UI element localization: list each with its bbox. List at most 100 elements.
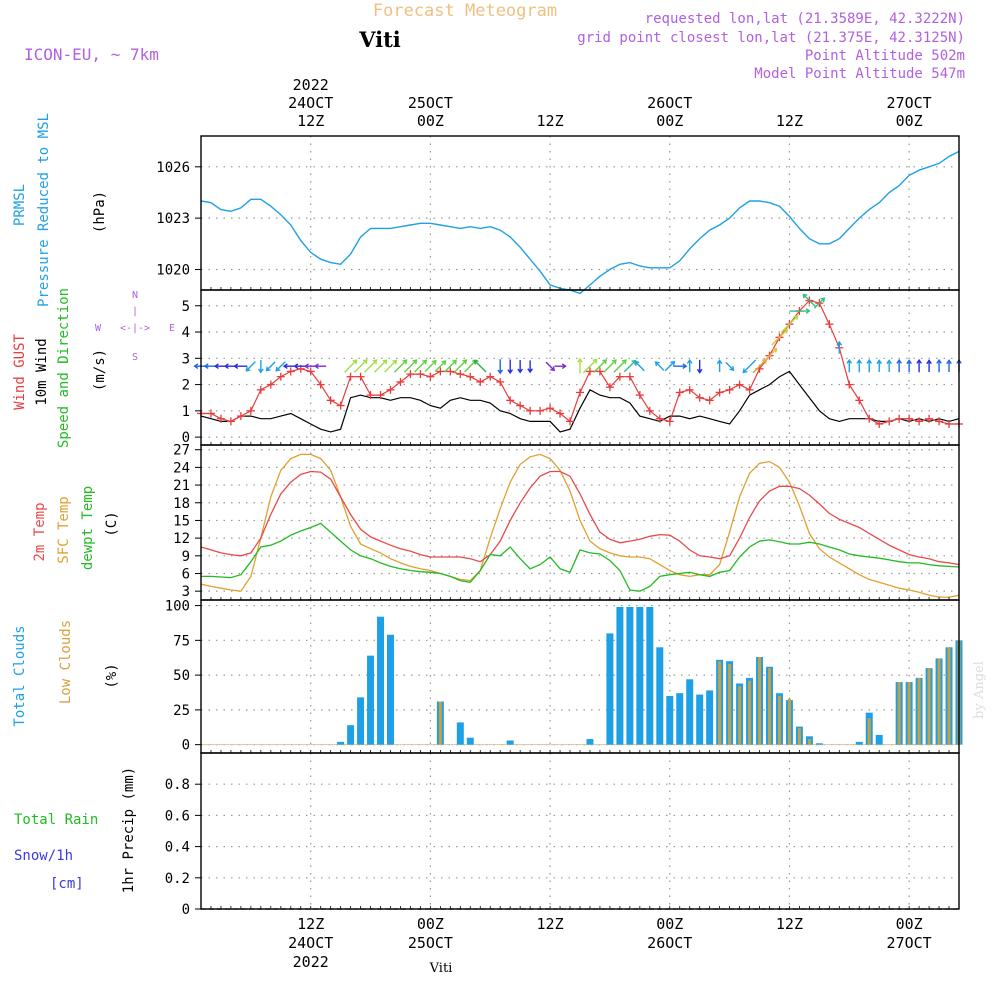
wind-arrow-icon	[517, 360, 523, 374]
pressure-label-long: Pressure Reduced to MSL	[36, 113, 52, 307]
gust-marker	[825, 320, 834, 329]
y-tick-label: 21	[173, 478, 190, 494]
wind-arrow-head	[507, 369, 514, 375]
gust-marker	[376, 391, 385, 400]
total-cloud-bar	[666, 695, 674, 745]
gust-marker	[595, 367, 604, 376]
total-cloud-bar	[466, 737, 474, 745]
compass-n: N	[132, 290, 138, 301]
gust-marker	[486, 372, 495, 381]
y-tick-label: 1	[182, 404, 190, 420]
total-cloud-bar	[696, 694, 704, 745]
wind-arrow-head	[716, 359, 723, 365]
gust-marker	[925, 414, 934, 423]
wind-arrow-icon	[344, 359, 358, 373]
top-time-label: 00Z	[896, 112, 923, 130]
gust-marker	[645, 406, 654, 415]
y-tick-label: 18	[173, 496, 190, 512]
wind-arrow-head	[802, 293, 808, 299]
wind-arrow-icon	[424, 359, 437, 373]
wind-arrow-head	[670, 360, 676, 366]
low-cloud-bar	[438, 701, 442, 745]
total-cloud-bar	[626, 606, 634, 745]
gust-marker	[855, 396, 864, 405]
wind-arrow-icon	[926, 359, 932, 372]
wind-arrow-shaft	[403, 359, 417, 373]
gust-marker	[416, 370, 425, 379]
low-cloud-bar	[807, 739, 811, 745]
wind-arrow-head	[793, 315, 799, 321]
wind-arrow-icon	[393, 359, 408, 373]
location-name: Viti	[358, 27, 401, 52]
gust-marker	[316, 380, 325, 389]
wind-arrow-head	[258, 368, 264, 374]
wind-arrow-head	[621, 359, 627, 365]
sfc-temp-series-line	[200, 453, 960, 598]
wind-arrow-head	[431, 359, 437, 365]
bottom-time-label: 12Z	[776, 915, 803, 933]
total-cloud-bar	[347, 725, 355, 745]
wind-arrow-icon	[374, 359, 388, 373]
gust-marker	[326, 396, 335, 405]
gust-marker	[845, 380, 854, 389]
wind-arrow-icon	[233, 363, 248, 370]
wind-arrow-head	[452, 359, 458, 365]
wind-arrow-icon	[771, 328, 789, 346]
bottom-time-label: 12Z	[537, 915, 564, 933]
point-altitude: Point Altitude 502m	[805, 48, 965, 64]
gust-marker	[576, 388, 584, 397]
wind10m-series-line	[200, 370, 960, 433]
wind-arrow-head	[422, 359, 428, 365]
wind-arrow-head	[592, 358, 598, 364]
gust-marker	[546, 404, 555, 413]
wind-arrow-icon	[582, 358, 598, 374]
wind-arrow-head	[876, 359, 883, 365]
gust-marker	[685, 385, 694, 394]
wind-arrow-icon	[742, 359, 757, 374]
wind-arrow-icon	[686, 358, 693, 373]
panels: 1020102310260123453691215182124270255075…	[156, 135, 963, 918]
total-cloud-bar	[706, 690, 714, 745]
gust-marker	[496, 377, 505, 386]
wind-arrow-shaft	[353, 359, 368, 373]
pressure-labels: PRMSL Pressure Reduced to MSL (hPa)	[12, 113, 108, 307]
gust-marker	[715, 388, 724, 397]
gust-marker	[206, 409, 215, 418]
wind-arrow-shaft	[603, 359, 617, 373]
wind-arrow-icon	[896, 358, 902, 373]
compass-rose: N W E S <-|-> |	[95, 290, 175, 363]
bottom-time-label: 27OCT	[887, 934, 932, 952]
wind-arrow-head	[352, 359, 358, 365]
wind-arrow-icon	[434, 360, 447, 372]
wind-arrow-head	[682, 363, 688, 370]
bottom-time-label: 12Z	[297, 915, 324, 933]
dewpt-label: dewpt Temp	[80, 486, 96, 570]
y-tick-label: 1020	[156, 262, 190, 278]
panel-precip: 0 0.2 0.4 0.6 0.8	[165, 753, 959, 918]
wind-arrow-head	[916, 358, 922, 364]
low-cloud-bar	[917, 677, 921, 745]
wind-arrow-head	[282, 363, 288, 370]
top-time-label: 26OCT	[647, 94, 692, 112]
wind-arrow-head	[634, 360, 640, 366]
gust-marker	[675, 388, 684, 397]
rain-label: Total Rain	[14, 812, 98, 828]
total-cloud-bar	[686, 679, 694, 745]
gust-marker	[875, 419, 884, 428]
pressure-series-line	[200, 150, 960, 295]
wind-arrow-head	[362, 359, 368, 365]
y-tick-label: 5	[182, 299, 190, 315]
wind-arrow-shaft	[424, 360, 437, 373]
y-tick-label: 50	[173, 668, 190, 684]
wind-arrow-head	[906, 359, 912, 365]
y-tick-label: 4	[182, 325, 190, 341]
wind-arrow-head	[783, 328, 789, 334]
gust-marker	[246, 406, 255, 415]
low-cloud-bar	[797, 727, 801, 745]
gust-marker	[406, 370, 415, 379]
precip-unit: 1hr Precip (mm)	[121, 767, 137, 893]
wind-arrow-icon	[886, 359, 893, 372]
wind-arrow-icon	[936, 358, 942, 373]
wind-arrow-icon	[577, 357, 583, 374]
wind-arrow-icon	[802, 293, 816, 308]
